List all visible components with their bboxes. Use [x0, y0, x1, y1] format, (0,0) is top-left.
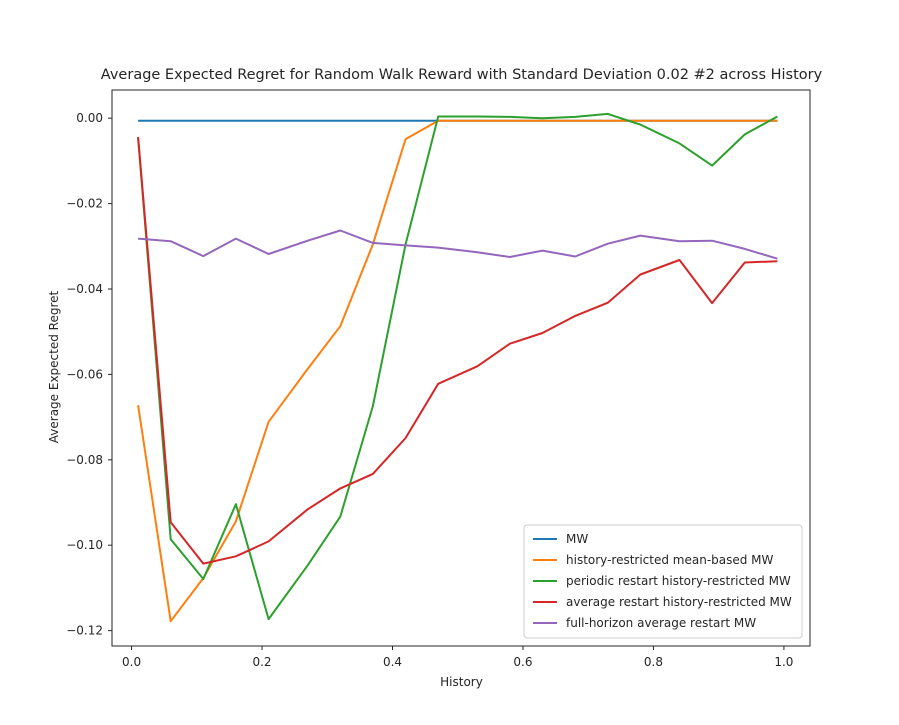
- series-line-2: [137, 119, 778, 623]
- x-axis-title: History: [440, 675, 483, 689]
- legend-label: full-horizon average restart MW: [566, 616, 756, 630]
- plot-frame: [111, 89, 811, 647]
- y-tick-label: −0.04: [66, 282, 103, 296]
- x-tick-label: 0.0: [122, 655, 141, 669]
- legend-label: MW: [566, 532, 588, 546]
- legend-box: [523, 524, 803, 639]
- x-tick-label: 0.4: [383, 655, 402, 669]
- series-line-4: [137, 136, 778, 565]
- y-tick-label: 0.00: [76, 111, 103, 125]
- x-tick-label: 0.2: [252, 655, 271, 669]
- chart-title: Average Expected Regret for Random Walk …: [101, 67, 823, 83]
- y-axis-title: Average Expected Regret: [47, 290, 61, 443]
- plot-area: [111, 89, 811, 647]
- legend-label: average restart history-restricted MW: [566, 595, 792, 609]
- y-axis: 0.00 −0.02 −0.04 −0.06 −0.08 −0.10 −0.12: [66, 111, 112, 638]
- x-tick-label: 1.0: [774, 655, 793, 669]
- y-tick-label: −0.10: [66, 538, 103, 552]
- y-tick-label: −0.12: [66, 624, 103, 638]
- series-line-3: [137, 112, 778, 621]
- y-tick-label: −0.06: [66, 367, 103, 381]
- y-tick-label: −0.02: [66, 197, 103, 211]
- x-tick-label: 0.6: [513, 655, 532, 669]
- x-tick-label: 0.8: [644, 655, 663, 669]
- legend-label: periodic restart history-restricted MW: [566, 574, 791, 588]
- series-line-5: [138, 229, 778, 260]
- y-tick-label: −0.08: [66, 453, 103, 467]
- series-layer: [137, 112, 778, 623]
- legend: MW history-restricted mean-based MW period…: [523, 524, 803, 639]
- x-axis: 0.0 0.2 0.4 0.6 0.8 1.0: [122, 646, 793, 669]
- legend-label: history-restricted mean-based MW: [566, 553, 774, 567]
